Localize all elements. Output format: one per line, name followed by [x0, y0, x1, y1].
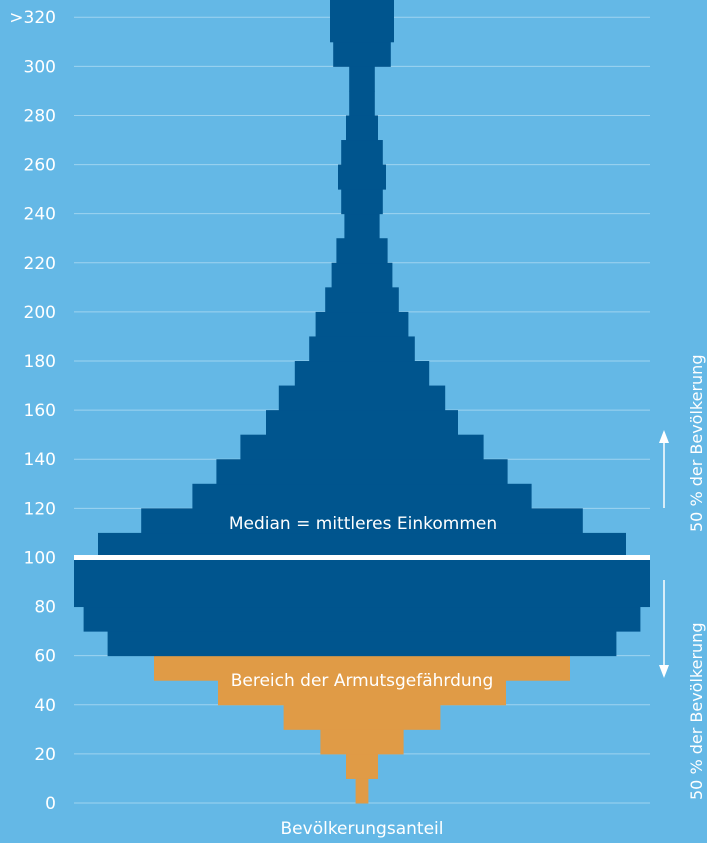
y-tick-label: 160 — [24, 401, 56, 421]
lower-half-annotation: 50 % der Bevölkerung — [659, 580, 706, 800]
income-bar — [295, 361, 429, 386]
income-bar — [192, 484, 531, 509]
y-tick-label: 220 — [24, 254, 56, 274]
y-tick-label: 300 — [24, 57, 56, 77]
income-bar — [344, 214, 379, 239]
income-bar — [349, 91, 375, 116]
y-tick-label: 20 — [34, 745, 56, 765]
y-tick-label: 100 — [24, 548, 56, 568]
income-bar — [330, 0, 394, 18]
income-bar — [332, 263, 393, 288]
poverty-bar — [356, 778, 369, 803]
income-bar — [309, 336, 415, 361]
down-arrow-icon — [659, 665, 669, 678]
income-bar — [240, 435, 483, 460]
y-tick-label: 240 — [24, 205, 56, 225]
income-bar — [338, 165, 386, 190]
income-bar — [349, 66, 375, 91]
income-bar — [74, 557, 650, 582]
income-bar — [330, 17, 394, 42]
y-tick-label: 0 — [45, 794, 56, 814]
y-tick-label: 60 — [34, 647, 56, 667]
up-arrow-icon — [659, 430, 669, 443]
income-bar — [108, 631, 617, 656]
poverty-bar — [320, 729, 403, 754]
upper-half-annotation: 50 % der Bevölkerung — [659, 355, 706, 532]
y-tick-label: 200 — [24, 303, 56, 323]
lower-half-label: 50 % der Bevölkerung — [687, 623, 706, 800]
y-tick-label: 260 — [24, 156, 56, 176]
y-tick-label: 280 — [24, 106, 56, 126]
median-label: Median = mittleres Einkommen — [229, 514, 497, 534]
y-tick-label: 80 — [34, 598, 56, 618]
poverty-bar — [284, 705, 441, 730]
y-tick-label: 120 — [24, 499, 56, 519]
income-bar — [341, 189, 383, 214]
income-bar — [216, 459, 507, 484]
income-bar — [84, 607, 641, 632]
income-bar — [333, 42, 391, 67]
poverty-label: Bereich der Armutsgefährdung — [231, 671, 494, 691]
income-bar — [316, 312, 409, 337]
income-bar — [325, 287, 399, 312]
income-bar — [336, 238, 387, 263]
income-bar — [279, 386, 445, 411]
income-bar — [346, 115, 378, 140]
y-axis-ticks: 0 20 40 60 80 100 120 140 160 180 200 220 240 260 280 3… — [9, 8, 56, 814]
poverty-bar — [346, 754, 378, 779]
income-bar — [266, 410, 458, 435]
y-tick-label: 180 — [24, 352, 56, 372]
income-bar — [98, 533, 626, 558]
y-tick-label: 140 — [24, 450, 56, 470]
y-tick-label: 40 — [34, 696, 56, 716]
y-tick-label: >320 — [9, 8, 56, 28]
upper-half-label: 50 % der Bevölkerung — [687, 355, 706, 532]
x-axis-label: Bevölkerungsanteil — [281, 819, 444, 839]
income-bar — [341, 140, 383, 165]
income-bar — [74, 582, 650, 607]
